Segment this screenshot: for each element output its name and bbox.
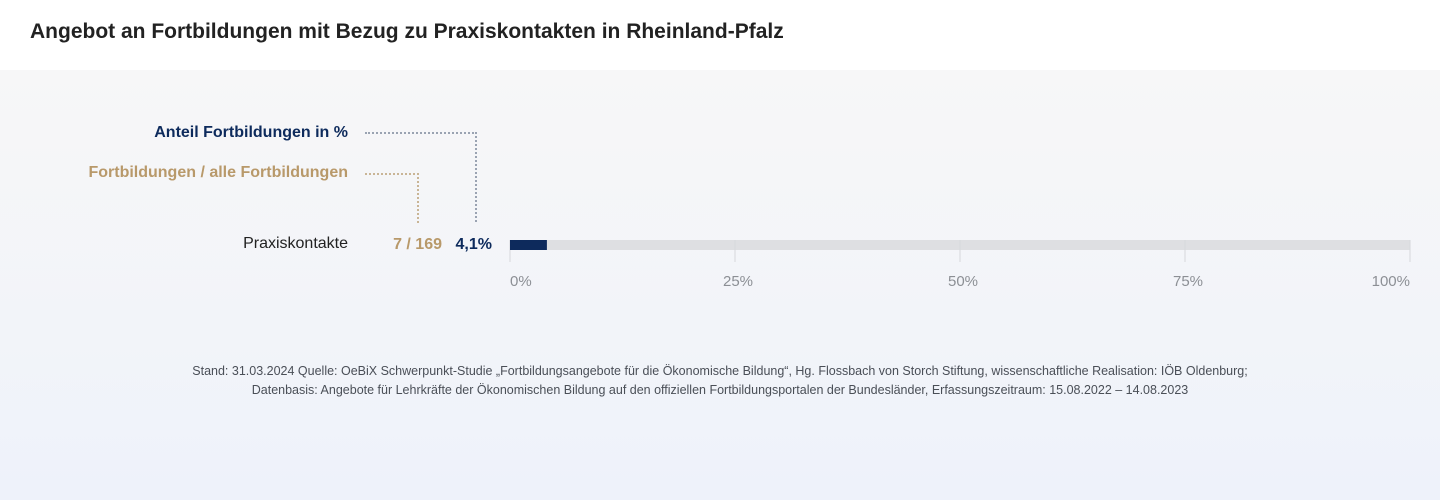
source-line-2: Datenbasis: Angebote für Lehrkräfte der … [251,383,1189,397]
bar-0 [510,240,547,250]
header: Angebot an Fortbildungen mit Bezug zu Pr… [0,0,1440,70]
legend-percent-leader-v [475,132,477,222]
tick-label-0: 0% [510,273,532,290]
category-label: Praxiskontakte [243,235,348,252]
source-line-1: Stand: 31.03.2024 Quelle: OeBiX Schwerpu… [192,364,1248,378]
percent-value-label: 4,1% [455,236,492,253]
legend-ratio-label: Fortbildungen / alle Fortbildungen [88,164,348,181]
tick-label-1: 25% [723,273,753,290]
tick-label-4: 100% [1372,273,1410,290]
legend-ratio-leader-h [365,173,419,175]
legend-percent-label: Anteil Fortbildungen in % [154,124,348,141]
legend-percent-leader-h [365,132,477,134]
ratio-value-label: 7 / 169 [393,236,442,253]
tick-label-2: 50% [948,273,978,290]
tick-label-3: 75% [1173,273,1203,290]
chart-title: Angebot an Fortbildungen mit Bezug zu Pr… [30,20,784,43]
source-note: Stand: 31.03.2024 Quelle: OeBiX Schwerpu… [120,362,1320,400]
legend-ratio-leader-v [417,173,419,223]
chart-panel [0,70,1440,500]
